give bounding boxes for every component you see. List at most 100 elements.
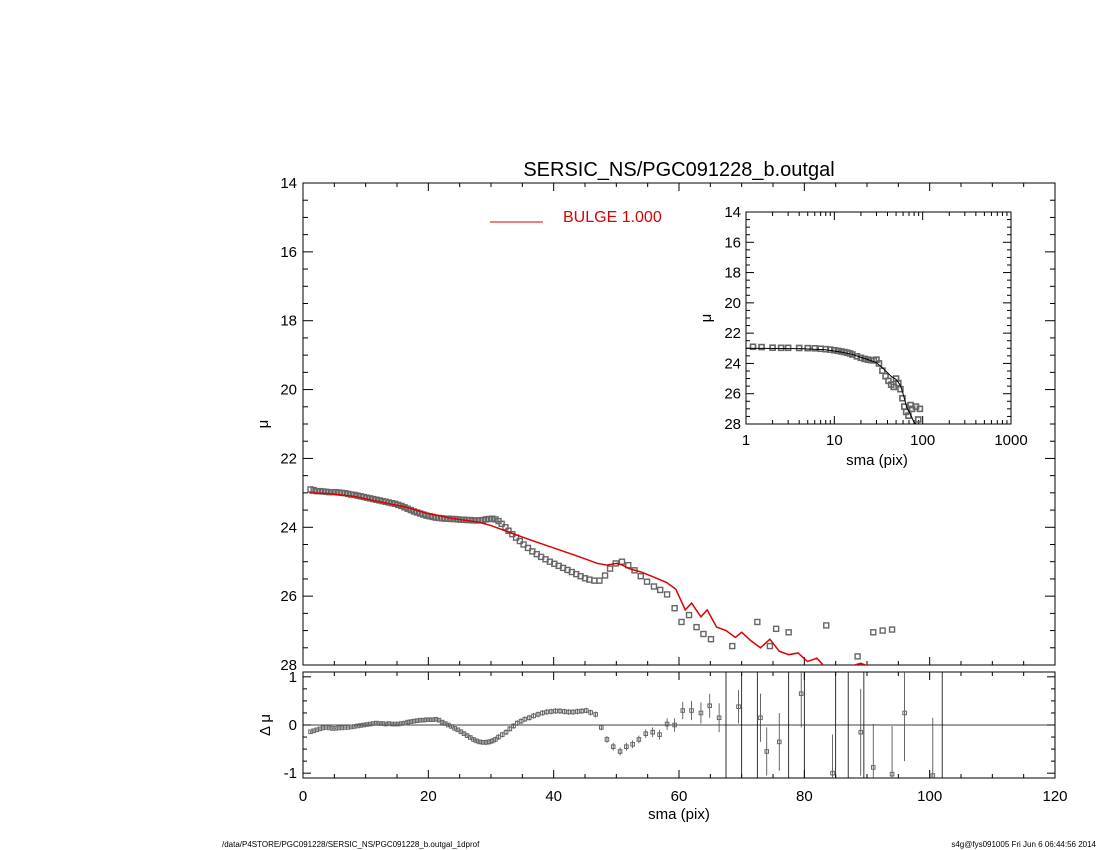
residual-data-point (664, 721, 670, 727)
x-tick-label: 80 (796, 788, 813, 805)
inset-y-tick-label: 16 (724, 234, 741, 251)
residual-data-point (930, 773, 936, 778)
residual-data-point (858, 729, 864, 735)
residual-data-point (588, 710, 593, 715)
main-data-point (663, 591, 671, 598)
residual-large-error-bars (725, 672, 943, 778)
main-model-curve (309, 492, 868, 665)
main-data-point (707, 635, 715, 643)
main-y-tick-label: 20 (280, 382, 297, 399)
inset-model-line (746, 347, 918, 424)
inset-model-curve (746, 347, 918, 424)
residual-data-point (698, 710, 704, 716)
inset-data-point (875, 360, 883, 367)
inset-data-point (895, 379, 902, 387)
residual-data-point (764, 749, 770, 754)
main-data-point (888, 626, 896, 633)
residual-data-point (540, 710, 545, 716)
main-data-point (754, 618, 761, 626)
main-data-point (729, 642, 736, 650)
inset-data-point (916, 405, 924, 413)
main-y-tick-label: 26 (280, 588, 297, 605)
inset-data-point (784, 344, 792, 352)
main-data-point (772, 625, 780, 633)
residual-data-point (511, 723, 516, 729)
inset-y-tick-label: 18 (724, 265, 741, 282)
residual-data-point (548, 709, 554, 714)
inset-y-axis-label: μ (698, 314, 715, 323)
residual-data-point (624, 744, 629, 749)
residual-data-point (522, 716, 528, 722)
main-data-point (879, 627, 886, 634)
footer-stamp: s4g@fys091005 Fri Jun 6 06:44:56 2014 (951, 840, 1096, 849)
residual-data-point (503, 729, 509, 735)
inset-data-point (804, 344, 812, 352)
main-data-point (823, 622, 830, 629)
residual-data-point (570, 709, 576, 715)
residual-data-point (630, 741, 635, 747)
residual-data-point (579, 708, 585, 714)
main-data-point (643, 578, 651, 585)
main-data-point (591, 577, 598, 584)
residual-y-tick-label: -1 (284, 765, 297, 782)
main-panel: SERSIC_NS/PGC091228_b.outgal μ 14 16 18 20 2… (255, 159, 1056, 674)
main-y-tick-labels: 14 16 18 20 22 24 26 28 (280, 175, 297, 674)
residual-data-point (557, 708, 563, 714)
residual-data-points (308, 672, 936, 778)
residual-data-point (716, 715, 722, 721)
residual-y-tick-label: 0 (289, 717, 297, 734)
main-data-point (618, 558, 626, 565)
main-data-point (693, 623, 700, 631)
inset-y-tick-label: 14 (724, 204, 741, 221)
residual-data-point (617, 749, 623, 754)
inset-data-point (749, 343, 757, 351)
main-data-point (601, 572, 609, 579)
inset-axis-ticks (745, 211, 1011, 425)
main-data-point (854, 653, 861, 660)
residual-data-point (593, 712, 598, 717)
inset-x-axis-label: sma (pix) (846, 452, 908, 469)
residual-data-point (526, 715, 532, 721)
inset-x-tick-label: 10 (826, 432, 843, 449)
main-y-tick-label: 24 (280, 519, 297, 536)
main-data-point (650, 583, 658, 590)
residual-y-tick-label: 1 (289, 669, 297, 686)
residual-data-point (870, 765, 876, 770)
main-y-tick-label: 16 (280, 244, 297, 261)
main-data-point (685, 611, 693, 619)
x-axis-label: sma (pix) (648, 806, 710, 823)
residual-data-point (598, 725, 604, 730)
residual-data-point (707, 703, 713, 709)
inset-data-points (749, 343, 924, 423)
inset-panel: 14 16 18 20 22 24 26 28 1 10 100 1000 sma (pix) μ (698, 204, 1028, 469)
inset-data-point (817, 345, 824, 353)
inset-x-tick-label: 1 (742, 432, 750, 449)
footer-path: /data/P4STORE/PGC091228/SERSIC_NS/PGC091… (222, 840, 480, 849)
inset-y-tick-label: 28 (724, 416, 741, 433)
residual-data-point (553, 708, 558, 714)
main-y-axis-label: μ (255, 420, 272, 429)
x-tick-label: 100 (917, 788, 942, 805)
residual-data-point (583, 708, 589, 713)
residual-panel: 10-1 0 20 40 60 80 100 120 sma (pix) Δ μ (257, 669, 1068, 823)
inset-x-tick-label: 100 (910, 432, 935, 449)
residual-data-point (650, 729, 655, 735)
main-data-point (606, 565, 614, 572)
x-tick-label: 20 (420, 788, 437, 805)
inset-data-point (890, 383, 898, 391)
residual-data-point (493, 737, 498, 742)
inset-data-point (914, 416, 922, 423)
main-data-point (498, 520, 505, 528)
inset-y-tick-label: 22 (724, 325, 741, 342)
residual-y-tick-labels: 1 0 -1 (284, 669, 297, 782)
main-data-point (524, 544, 532, 552)
residual-data-point (657, 732, 662, 737)
main-data-point (671, 604, 678, 612)
residual-data-point (562, 709, 567, 714)
residual-data-point (758, 715, 763, 721)
residual-data-point (672, 722, 677, 728)
inset-y-tick-label: 24 (724, 355, 741, 372)
main-model-line (309, 492, 868, 665)
main-axis-ticks (302, 182, 1056, 666)
